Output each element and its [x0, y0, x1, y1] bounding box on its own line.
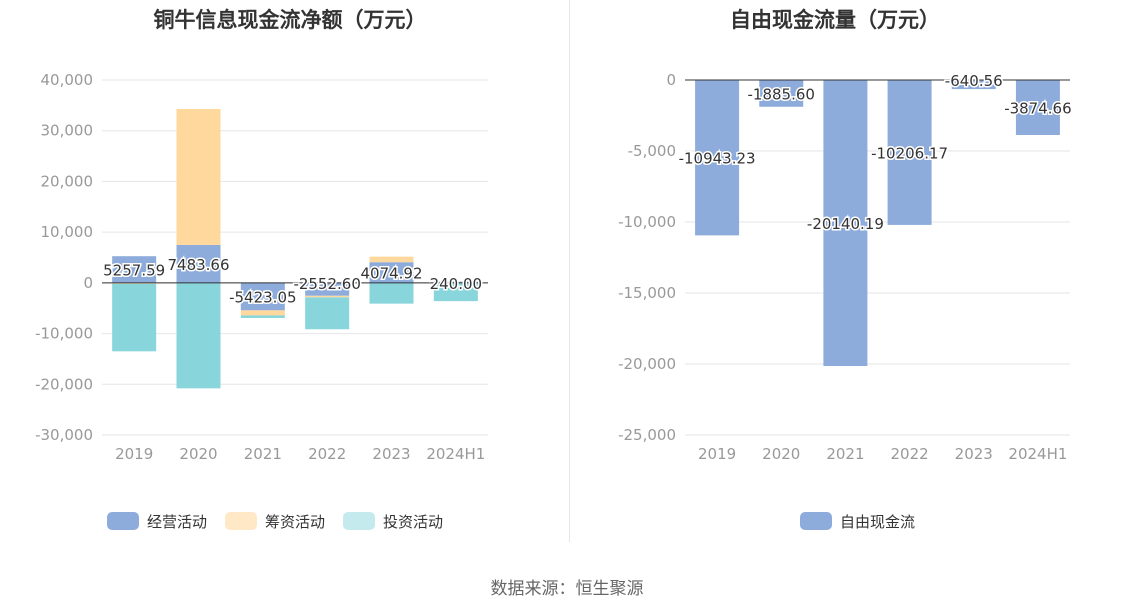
y-tick-label: 0 [83, 274, 93, 292]
chart-divider [569, 0, 570, 542]
data-label: -20140.19 [807, 215, 884, 233]
x-tick-label: 2023 [372, 445, 410, 463]
x-tick-label: 2022 [308, 445, 346, 463]
x-tick-label: 2024H1 [426, 445, 485, 463]
x-tick-label: 2023 [955, 445, 993, 463]
x-tick-label: 2019 [698, 445, 736, 463]
data-source: 数据来源：恒生聚源 [490, 579, 644, 599]
legend-swatch [343, 512, 375, 530]
data-label: 4074.92 [360, 265, 422, 283]
bar-operating [305, 282, 350, 296]
data-label: 240.00 [430, 275, 483, 293]
bar-investing [112, 283, 157, 352]
y-tick-label: 30,000 [41, 122, 94, 140]
x-tick-label: 2020 [762, 445, 800, 463]
y-tick-label: 10,000 [41, 223, 94, 241]
x-tick-label: 2022 [890, 445, 928, 463]
data-label: 7483.66 [167, 256, 229, 274]
legend-swatch [107, 512, 139, 530]
bar-operating [112, 256, 157, 283]
bar-financing [240, 310, 285, 316]
data-label: -3874.66 [1004, 100, 1071, 118]
y-tick-label: -10,000 [618, 213, 676, 231]
y-tick-label: -20,000 [35, 375, 93, 393]
bar-free-cash-flow [887, 80, 932, 225]
bar-investing [176, 282, 221, 389]
bar-investing [369, 282, 414, 304]
data-label: -10206.17 [871, 144, 948, 162]
x-tick-label: 2024H1 [1008, 445, 1067, 463]
bar-operating [369, 262, 414, 283]
data-label: -1885.60 [748, 85, 815, 103]
bar-financing [176, 108, 221, 245]
data-label: -2552.60 [293, 275, 360, 293]
bar-financing [305, 295, 350, 298]
y-tick-label: -20,000 [618, 355, 676, 373]
legend-label: 筹资活动 [265, 513, 325, 531]
data-label: -10943.23 [679, 150, 756, 168]
bar-free-cash-flow [759, 80, 804, 107]
data-label: -5423.05 [229, 289, 296, 307]
x-tick-label: 2021 [244, 445, 282, 463]
y-tick-label: 20,000 [41, 172, 94, 190]
legend-swatch [800, 512, 832, 530]
right-chart-title: 自由现金流量（万元） [730, 8, 940, 32]
y-tick-label: 40,000 [41, 71, 94, 89]
y-tick-label: -15,000 [618, 284, 676, 302]
bar-investing [240, 315, 285, 318]
y-tick-label: 0 [666, 71, 676, 89]
bar-free-cash-flow [695, 80, 740, 236]
legend-label: 自由现金流 [840, 513, 915, 531]
x-tick-label: 2021 [826, 445, 864, 463]
y-tick-label: -25,000 [618, 426, 676, 444]
bar-financing [369, 256, 414, 263]
legend-label: 经营活动 [147, 513, 207, 531]
bar-financing [112, 282, 157, 284]
bar-investing [433, 283, 478, 302]
legend-label: 投资活动 [383, 513, 443, 531]
legend-swatch [225, 512, 257, 530]
bar-operating [433, 281, 478, 283]
bar-operating [176, 244, 221, 283]
y-tick-label: -5,000 [628, 142, 676, 160]
bar-free-cash-flow [1015, 80, 1060, 136]
y-tick-label: -10,000 [35, 325, 93, 343]
x-tick-label: 2019 [115, 445, 153, 463]
bar-operating [240, 282, 285, 311]
y-tick-label: -30,000 [35, 426, 93, 444]
x-tick-label: 2020 [179, 445, 217, 463]
data-label: -640.56 [945, 72, 1003, 90]
data-label: 5257.59 [103, 262, 165, 280]
left-chart-title: 铜牛信息现金流净额（万元） [153, 8, 427, 32]
bar-free-cash-flow [823, 80, 868, 366]
bar-investing [305, 297, 350, 330]
bar-free-cash-flow [951, 80, 996, 90]
